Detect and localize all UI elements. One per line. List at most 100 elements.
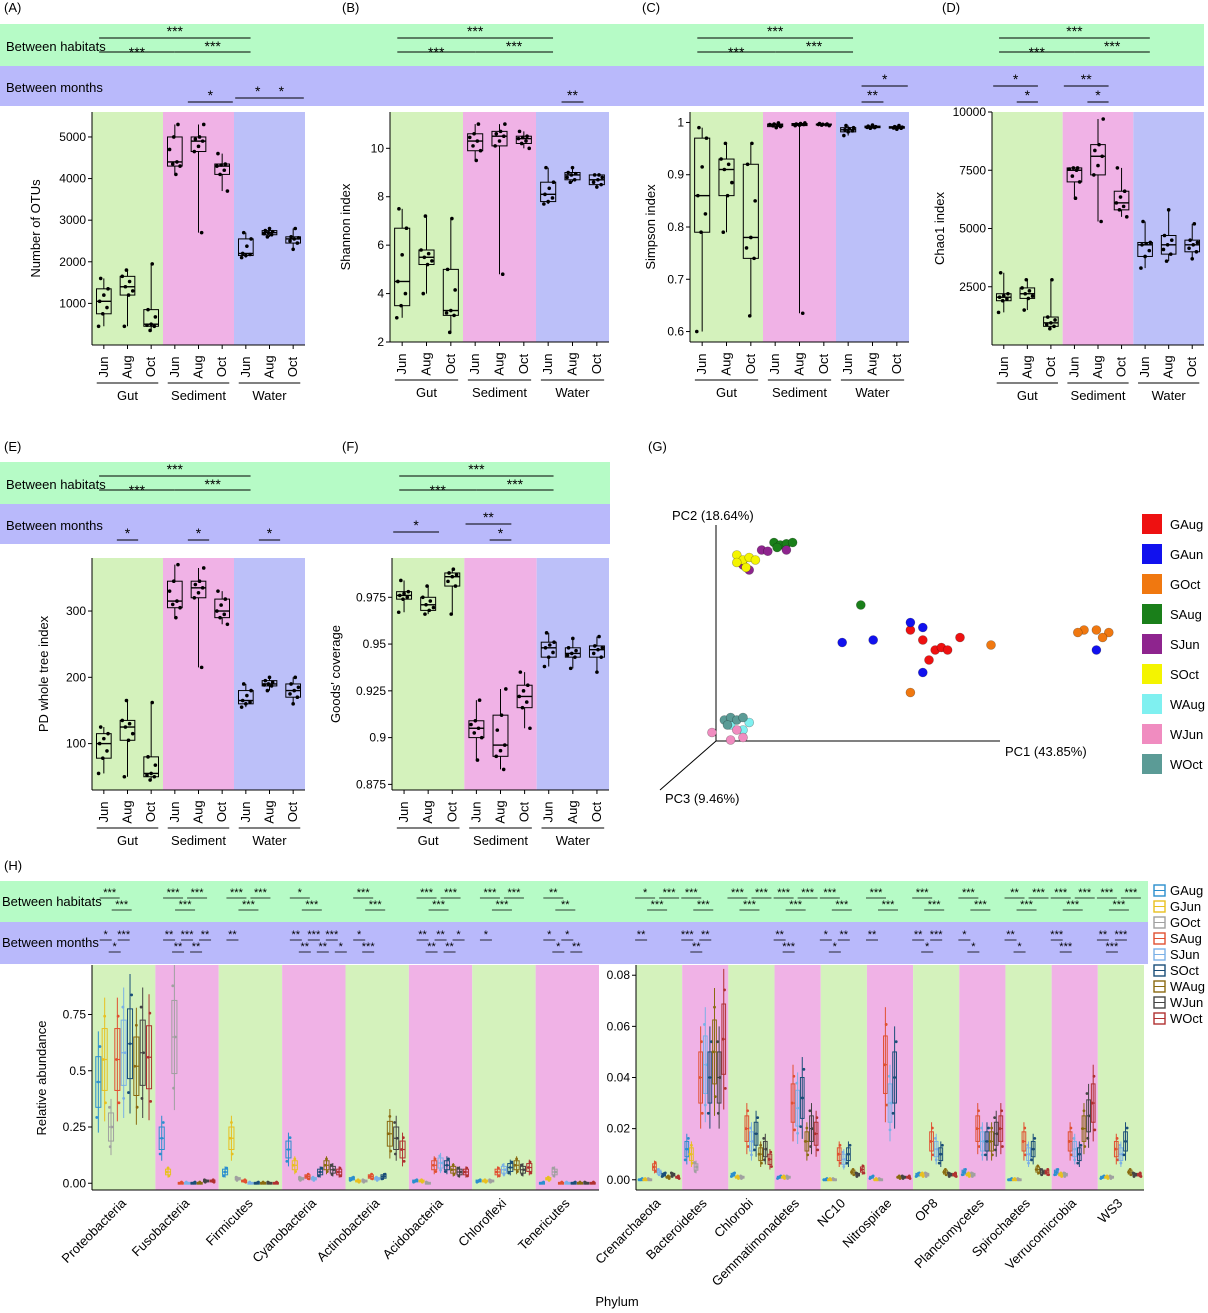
data-point [1049, 321, 1053, 325]
phylum-label: Chloroflexi [455, 1195, 509, 1249]
data-point [996, 310, 1001, 315]
habitat-band [0, 24, 305, 66]
y-axis-label: Chao1 index [932, 192, 947, 265]
data-point [947, 1171, 950, 1175]
data-point [145, 773, 149, 777]
data-point [452, 313, 456, 318]
data-point [423, 612, 427, 616]
box [444, 572, 461, 587]
data-point [967, 1171, 970, 1175]
data-point [515, 1157, 519, 1161]
data-point [1024, 277, 1029, 282]
data-point [1164, 259, 1169, 263]
data-point [527, 1166, 530, 1169]
data-point [494, 754, 499, 759]
data-point [941, 1143, 944, 1147]
data-point [894, 1040, 898, 1044]
data-point [200, 139, 205, 143]
sig-label: * [498, 525, 504, 541]
data-point [542, 664, 547, 669]
sig-label: *** [507, 476, 524, 492]
sig-label: ** [445, 941, 454, 953]
sig-label: *** [254, 887, 268, 899]
panel-label: (G) [648, 439, 667, 454]
data-point [120, 274, 125, 279]
data-point [361, 1178, 365, 1182]
data-point [234, 1175, 238, 1179]
data-point [127, 279, 132, 284]
legend-label: SOct [1170, 963, 1199, 978]
data-point [495, 728, 500, 732]
sig-label: *** [103, 887, 117, 899]
data-point [215, 164, 219, 168]
y-axis-label: Shannon index [338, 183, 353, 270]
data-point [176, 562, 180, 567]
data-point [792, 1074, 796, 1078]
data-point [98, 1045, 102, 1048]
pcoa-point [924, 655, 934, 665]
y-tick-label: 8 [377, 190, 384, 204]
sig-label: *** [777, 887, 791, 899]
habitat-label: Water [555, 385, 590, 400]
box-water-jun [1137, 219, 1153, 270]
data-point [356, 1178, 360, 1182]
sig-label: ** [868, 929, 877, 941]
data-point [389, 1149, 393, 1153]
data-point [201, 122, 206, 127]
box-water-jun [237, 230, 254, 260]
data-point [394, 315, 399, 320]
data-point [256, 1180, 260, 1184]
habitat-label: Gut [418, 833, 439, 848]
data-point [170, 162, 175, 166]
data-point [478, 148, 483, 153]
data-point [149, 322, 153, 326]
data-point [1161, 247, 1166, 252]
box-gut-aug [718, 141, 735, 235]
pc1-label: PC1 (43.85%) [1005, 744, 1087, 759]
data-point [510, 1160, 514, 1164]
data-point [439, 1168, 442, 1172]
data-point [846, 130, 850, 134]
data-point [1067, 1140, 1071, 1143]
x-tick-label: Jun [1137, 357, 1152, 378]
data-point [193, 137, 198, 141]
data-point [597, 173, 601, 177]
habitat-label: Gut [117, 833, 138, 848]
data-point [447, 571, 451, 575]
data-point [420, 1178, 423, 1182]
x-tick-label: Aug [420, 800, 435, 823]
data-point [929, 1140, 933, 1143]
data-point [339, 1174, 343, 1178]
data-point [424, 1180, 428, 1184]
y-tick-label: 4 [377, 287, 384, 301]
legend-swatch [1142, 754, 1162, 774]
data-point [1124, 1140, 1127, 1143]
x-tick-label: Aug [120, 355, 135, 378]
data-point [446, 579, 450, 584]
y-tick-label: 0.6 [667, 325, 684, 339]
data-point [174, 172, 178, 177]
sig-label: ** [701, 929, 710, 941]
legend-swatch [1142, 634, 1162, 654]
data-point [1044, 322, 1049, 327]
sig-label: *** [1020, 899, 1034, 911]
data-point [802, 1067, 806, 1071]
phylum-background [408, 965, 473, 1190]
data-point [980, 1153, 984, 1157]
data-point [449, 308, 453, 313]
data-point [697, 125, 701, 130]
data-point [426, 251, 431, 256]
data-point [97, 299, 102, 304]
data-point [216, 589, 220, 593]
data-point [831, 1177, 835, 1180]
data-point [850, 129, 855, 133]
data-point [178, 164, 182, 168]
x-tick-label: Jun [1066, 357, 1081, 378]
data-point [871, 1174, 875, 1178]
sig-label: *** [484, 887, 498, 899]
data-point [352, 1175, 355, 1179]
data-point [750, 141, 754, 146]
data-point [239, 705, 244, 709]
data-point [1093, 148, 1097, 153]
data-point [218, 615, 222, 620]
